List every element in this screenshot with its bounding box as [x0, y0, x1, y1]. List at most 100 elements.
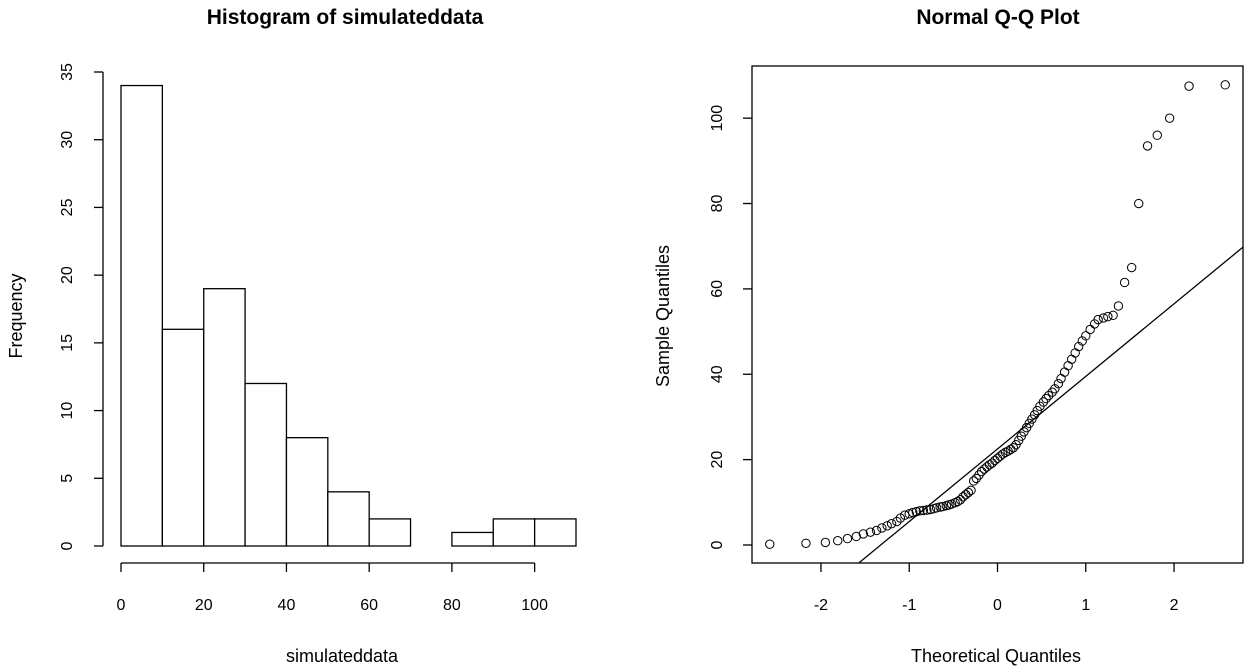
qq-point [966, 485, 976, 496]
qq-point [925, 504, 936, 515]
qq-point [1053, 378, 1064, 389]
qq-point [1113, 301, 1124, 311]
histogram-y-tick-label: 5 [59, 474, 76, 483]
qq-reference-line [858, 246, 1244, 564]
histogram-y-tick-label: 35 [59, 63, 76, 81]
qq-point [1085, 324, 1095, 335]
qq-point [955, 495, 966, 505]
qq-point [992, 453, 1003, 464]
histogram-panel: Histogram of simulateddata 0 20 40 60 80 100 … [6, 6, 577, 666]
qq-x-tick-label: 1 [1081, 597, 1090, 614]
qq-point [801, 538, 811, 548]
qq-y-tick-label: 80 [709, 195, 726, 213]
histogram-bar [203, 288, 246, 547]
histogram-y-label: Frequency [6, 273, 26, 358]
histogram-x-tick-label: 0 [117, 597, 126, 614]
qq-y-tick-label: 60 [709, 280, 726, 298]
qq-point [1063, 361, 1073, 371]
histogram-bar [368, 518, 412, 547]
qq-point [1103, 311, 1113, 322]
qq-point [1074, 341, 1084, 352]
histogram-y-tick-label: 0 [59, 541, 76, 550]
qq-point [1059, 367, 1070, 377]
qq-point [1041, 393, 1051, 404]
histogram-bar [120, 84, 164, 547]
qq-point [892, 516, 902, 527]
histogram-x-label: simulateddata [286, 646, 399, 666]
qq-y-tick-label: 20 [709, 451, 726, 469]
qq-point [858, 529, 869, 539]
qq-point [833, 536, 843, 546]
qq-y-tick-label: 0 [709, 540, 726, 549]
qq-y-axis: 0 20 40 60 80 100 [709, 105, 752, 549]
qq-point [1134, 198, 1144, 209]
qq-point [971, 473, 982, 484]
qq-point [1050, 384, 1060, 394]
qq-point [931, 503, 942, 513]
histogram-bar [161, 328, 205, 547]
qq-point [1108, 310, 1118, 321]
qq-point [953, 496, 963, 507]
qq-point [882, 521, 892, 531]
qq-point [908, 507, 918, 518]
qq-point [990, 455, 1000, 466]
histogram-bar [285, 437, 329, 547]
qq-point [1220, 80, 1230, 90]
qq-point [1070, 348, 1080, 358]
qq-point [1093, 314, 1103, 325]
qq-point [1038, 397, 1049, 407]
qq-point [1056, 373, 1066, 384]
qq-plot-panel: Normal Q-Q Plot -2 -1 0 1 2 0 20 40 60 80 100 The… [653, 6, 1244, 666]
qq-point [877, 523, 887, 533]
qq-point [820, 537, 831, 548]
qq-point [976, 466, 987, 477]
histogram-bar [533, 518, 577, 547]
qq-y-label: Sample Quantiles [653, 245, 673, 387]
qq-x-tick-label: -2 [814, 597, 828, 614]
qq-point [963, 487, 974, 498]
qq-point [1142, 141, 1153, 151]
qq-point [1077, 336, 1087, 346]
qq-x-tick-label: 2 [1170, 597, 1179, 614]
histogram-y-tick-label: 10 [59, 402, 76, 420]
qq-point [765, 539, 775, 549]
qq-point [1003, 446, 1013, 456]
qq-point [1047, 387, 1057, 397]
qq-point [1066, 354, 1077, 365]
qq-point [1164, 113, 1175, 123]
histogram-y-axis: 0 5 10 15 20 25 30 35 [59, 63, 104, 550]
qq-point [1081, 331, 1091, 341]
qq-point [871, 525, 882, 536]
histogram-x-tick-label: 100 [521, 597, 548, 614]
qq-y-tick-label: 40 [709, 365, 726, 383]
qq-point [1119, 277, 1130, 288]
histogram-y-tick-label: 30 [59, 131, 76, 149]
histogram-title: Histogram of simulateddata [207, 6, 484, 29]
qq-point [886, 518, 897, 529]
qq-point [998, 449, 1008, 459]
qq-y-tick-label: 100 [709, 105, 726, 132]
qq-plot-title: Normal Q-Q Plot [916, 6, 1079, 29]
qq-point [915, 506, 925, 516]
histogram-x-tick-label: 80 [443, 597, 461, 614]
histogram-x-axis: 0 20 40 60 80 100 [117, 562, 548, 614]
histogram-bars [120, 84, 577, 547]
qq-point [1043, 390, 1054, 401]
qq-x-label: Theoretical Quantiles [911, 646, 1081, 666]
histogram-bar [244, 382, 288, 547]
qq-points [765, 80, 1230, 549]
qq-point [938, 501, 948, 512]
histogram-y-tick-label: 25 [59, 198, 76, 216]
qq-point [979, 464, 989, 474]
qq-point [968, 476, 979, 486]
qq-x-tick-label: 0 [993, 597, 1002, 614]
histogram-y-tick-label: 20 [59, 266, 76, 284]
histogram-x-tick-label: 60 [360, 597, 378, 614]
qq-point [1152, 130, 1162, 140]
histogram-x-tick-label: 20 [195, 597, 213, 614]
qq-point [1098, 313, 1109, 323]
qq-point [918, 505, 929, 516]
qq-point [987, 458, 997, 468]
qq-x-tick-label: -1 [902, 597, 916, 614]
